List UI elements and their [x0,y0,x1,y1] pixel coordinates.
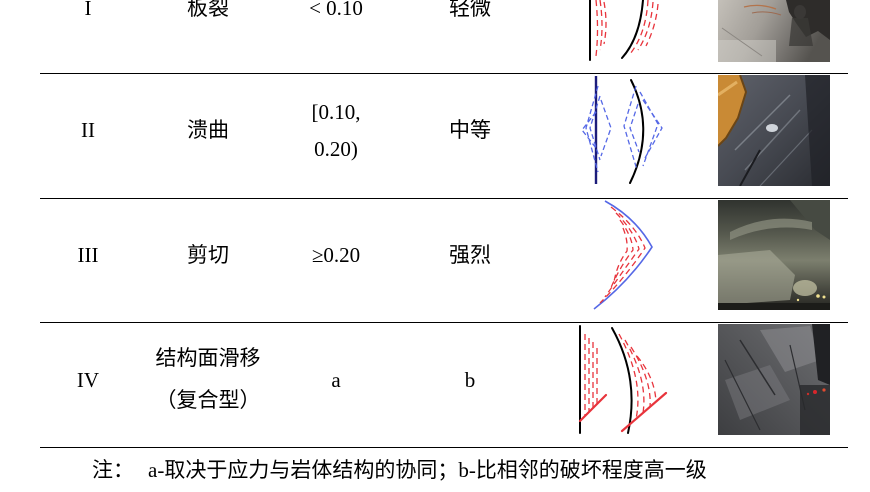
photo-shadow [812,324,830,385]
light-dot [796,298,800,302]
rock-photo-row-1 [718,0,830,62]
row-1-ratio: < 0.10 [309,0,363,20]
note-text: a-取决于应力与岩体结构的协同；b-比相邻的破坏程度高一级 [148,458,707,482]
fault-plane-line [578,393,608,423]
rock-photo-row-2 [718,75,830,186]
light-dot [822,388,826,392]
photo-streak [734,94,791,151]
row-3-type: III [77,243,99,267]
row-2-mode: 溃曲 [187,118,229,142]
buckled-slab-dash-line [642,99,663,159]
failure-sketch-row-1 [589,0,659,61]
row-4-intensity: b [464,368,476,392]
light-dot [816,294,820,298]
light-dot [822,295,826,299]
row-1-mode: 板裂 [187,0,229,20]
row-3-ratio: ≥0.20 [311,243,361,267]
fault-plane-line [620,391,668,433]
photo-streak [759,129,813,186]
photo-shadow [794,5,806,19]
failure-sketch-row-3 [593,200,653,310]
rock-photo-row-4 [718,324,830,435]
buckled-slab-dash-line [639,91,659,167]
light-dot [806,392,810,396]
photo-streak [751,11,782,16]
rock-photo-row-3 [718,200,830,310]
photo-highlight [760,326,820,372]
machine-arm [718,75,746,146]
crack-dash-line [603,1,607,45]
curved-wall-line [611,327,633,434]
crack-dash-line [618,333,639,420]
table-rule [40,73,848,74]
crack-dash-line [636,355,657,403]
failure-sketch-row-2 [581,76,663,184]
crack-dash-line [630,346,651,408]
photo-crack [739,339,776,396]
buckled-slab-dash-line [589,95,601,161]
crack-dash-line [604,212,640,298]
photo-highlight [730,218,812,240]
photo-crack [739,149,761,186]
photo-shadow [805,75,830,186]
row-2-ratio-line-1: [0.10, [311,100,361,124]
photo-highlight [766,124,778,132]
curved-wall-line [621,0,644,59]
crack-dash-line [645,3,659,47]
crack-dash-line [599,206,646,304]
row-4-mode-line-2: （复合型） [155,388,261,412]
row-4-mode: 结构面滑移 （复合型） [148,337,268,421]
machine-arm-edge [718,75,748,147]
shear-boundary-line [593,200,653,310]
photo-highlight [718,40,776,62]
crack-dash-line [609,219,634,291]
photo-shadow [789,18,813,46]
photo-crack [724,359,761,431]
row-1-intensity: 轻微 [449,0,491,20]
crack-dash-line [599,0,603,51]
machine-arm-highlight [718,80,738,97]
row-2-type: II [81,118,95,142]
failure-sketch-row-4 [578,325,668,434]
table-rule [40,322,848,323]
table-rule [40,198,848,199]
row-3-intensity: 强烈 [449,243,491,267]
crack-dash-line [624,339,645,414]
row-3-mode: 剪切 [187,243,229,267]
table-bottom-rule [40,447,848,448]
buckled-slab-dash-line [623,85,638,171]
crack-dash-line [637,1,654,51]
photo-highlight [718,250,795,305]
photo-streak [721,27,763,57]
crack-dash-line [629,0,649,55]
row-1-type: I [84,0,92,20]
photo-shadow [790,200,830,240]
row-4-ratio: a [331,368,341,392]
row-2-ratio: [0.10, 0.20) [276,94,396,168]
buckled-slab-dash-line [629,103,640,153]
buckled-slab-dash-line [585,85,599,173]
tunnel-light [793,280,817,296]
tunnel-floor [718,303,830,310]
table-note: 注： a-取决于应力与岩体结构的协同；b-比相邻的破坏程度高一级 [92,458,707,482]
light-dot [813,390,817,394]
row-2-ratio-line-2: 0.20) [314,137,358,161]
curved-wall-line [629,79,645,184]
crack-dash-line [595,0,599,57]
photo-highlight [725,365,790,420]
buckled-slab-dash-line [600,99,612,157]
crack-dash-line [613,227,628,283]
row-4-mode-line-1: 结构面滑移 [155,346,261,370]
photo-streak [743,4,777,10]
row-2-intensity: 中等 [449,118,491,142]
note-label: 注： [92,458,134,482]
row-4-type: IV [76,368,100,392]
